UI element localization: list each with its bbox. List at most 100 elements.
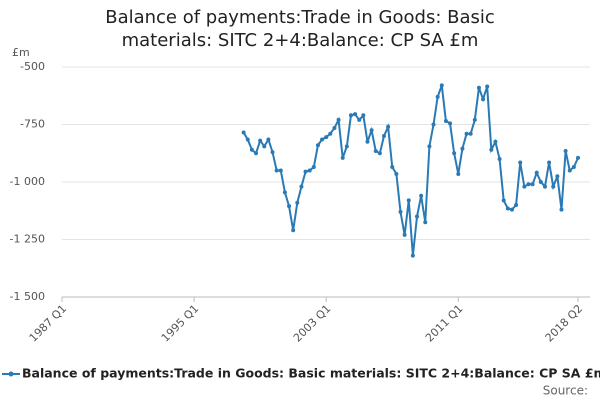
data-point xyxy=(481,97,486,102)
data-point xyxy=(344,144,349,149)
data-point xyxy=(361,113,366,118)
data-point xyxy=(262,144,267,149)
data-point xyxy=(448,121,453,126)
data-point xyxy=(241,130,246,135)
series-line xyxy=(242,85,579,256)
source: Source: xyxy=(543,384,588,398)
data-point xyxy=(435,94,440,99)
data-point xyxy=(468,131,473,136)
data-point xyxy=(555,174,560,179)
data-point xyxy=(493,139,498,144)
data-point xyxy=(522,184,527,189)
data-point xyxy=(551,184,556,189)
data-point xyxy=(538,180,543,184)
data-point xyxy=(530,182,535,187)
data-point xyxy=(328,131,333,136)
data-point xyxy=(427,144,432,149)
x-tick-label: 1995 Q1 xyxy=(159,302,202,345)
data-point xyxy=(381,134,386,138)
data-point xyxy=(373,148,378,153)
data-point xyxy=(410,253,415,258)
data-point xyxy=(571,165,576,170)
x-tick-label: 2011 Q1 xyxy=(423,302,466,345)
data-point xyxy=(249,147,254,152)
data-point xyxy=(291,228,296,233)
data-point xyxy=(460,146,465,151)
data-point xyxy=(377,151,382,156)
data-point xyxy=(576,155,580,160)
data-point xyxy=(419,193,424,198)
data-point xyxy=(443,119,448,124)
data-point xyxy=(348,113,353,118)
data-point xyxy=(324,135,329,140)
x-tick-label: 2018 Q2 xyxy=(543,302,586,345)
data-point xyxy=(567,168,572,173)
data-point xyxy=(431,122,436,127)
data-point xyxy=(311,165,316,170)
data-point xyxy=(254,151,259,156)
data-point xyxy=(386,124,391,129)
data-point xyxy=(357,117,362,122)
data-point xyxy=(394,171,399,176)
data-point xyxy=(282,190,287,195)
data-point xyxy=(563,148,568,153)
data-point xyxy=(270,150,275,155)
data-point xyxy=(353,112,358,117)
data-point xyxy=(303,169,308,174)
data-point xyxy=(365,139,370,144)
data-point xyxy=(423,220,428,225)
data-point xyxy=(547,160,552,165)
data-point xyxy=(266,137,271,142)
x-tick-label: 1987 Q1 xyxy=(27,302,70,345)
data-point xyxy=(295,200,300,205)
data-point xyxy=(526,182,531,187)
data-point xyxy=(315,143,320,148)
data-point xyxy=(452,151,457,156)
data-point xyxy=(340,155,345,160)
data-point xyxy=(542,184,547,189)
data-point xyxy=(497,157,502,161)
data-point xyxy=(464,131,469,136)
data-point xyxy=(472,117,477,122)
y-tick-label: -1 000 xyxy=(10,175,45,188)
data-point xyxy=(258,138,263,143)
data-point xyxy=(406,198,411,203)
legend-label: Balance of payments:Trade in Goods: Basi… xyxy=(22,366,600,381)
data-point xyxy=(320,137,325,142)
data-point xyxy=(299,184,304,189)
data-point xyxy=(518,160,523,165)
data-point xyxy=(402,232,407,237)
data-point xyxy=(415,214,420,219)
data-point xyxy=(439,83,444,88)
data-point xyxy=(514,203,519,207)
legend-marker xyxy=(8,371,14,377)
y-tick-label: -1 500 xyxy=(10,290,45,303)
y-axis-label: £m xyxy=(12,46,30,59)
data-point xyxy=(398,209,403,214)
data-point xyxy=(559,207,564,212)
data-point xyxy=(278,168,283,173)
y-tick-label: -750 xyxy=(20,118,45,131)
data-point xyxy=(501,198,506,203)
data-point xyxy=(287,204,292,209)
data-point xyxy=(505,206,510,211)
data-point xyxy=(476,85,481,90)
data-point xyxy=(509,207,514,212)
chart-title: Balance of payments:Trade in Goods: Basi… xyxy=(105,7,495,51)
data-point xyxy=(307,168,312,173)
data-point xyxy=(274,168,279,173)
data-point xyxy=(489,147,494,152)
data-point xyxy=(245,137,250,142)
data-point xyxy=(456,171,461,176)
data-point xyxy=(534,170,539,175)
y-tick-label: -1 250 xyxy=(10,233,45,246)
y-tick-label: -500 xyxy=(20,60,45,73)
data-point xyxy=(369,128,374,133)
x-tick-label: 2003 Q1 xyxy=(291,302,334,345)
data-point xyxy=(336,117,341,122)
data-point xyxy=(485,84,490,89)
data-point xyxy=(390,165,395,170)
data-point xyxy=(332,125,337,130)
